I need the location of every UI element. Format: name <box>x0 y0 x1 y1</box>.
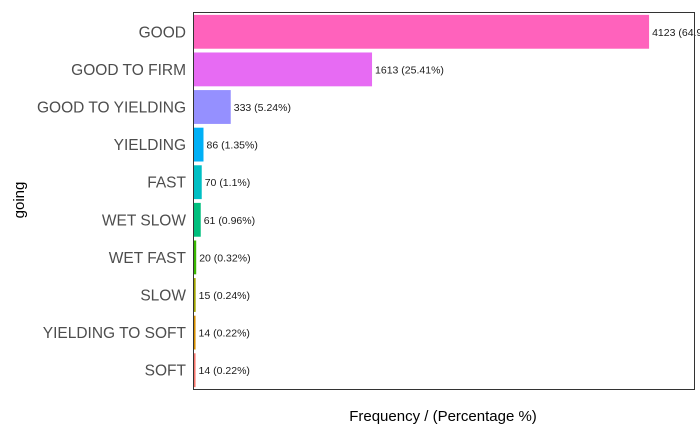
data-label: 15 (0.24%) <box>199 290 250 302</box>
category-label: WET SLOW <box>102 212 186 229</box>
bar-wet-slow <box>194 202 201 237</box>
category-label: SLOW <box>140 288 186 305</box>
bar-good-to-yielding <box>194 90 231 124</box>
bar-soft <box>194 353 196 388</box>
bar-slow <box>194 278 196 312</box>
bar-good <box>194 14 650 49</box>
category-labels: GOOD GOOD TO FIRM GOOD TO YIELDING YIELDING… <box>37 24 187 379</box>
bar-wet-fast <box>194 240 197 275</box>
x-axis-title: Frequency / (Percentage %) <box>349 408 537 425</box>
bar-fast <box>194 165 202 200</box>
category-label: FAST <box>147 175 186 192</box>
data-label: 61 (0.96%) <box>204 215 255 227</box>
data-labels: 4123 (64.94%) 1613 (25.41%) 333 (5.24%) 86 … <box>199 27 700 377</box>
data-label: 70 (1.1%) <box>205 177 251 189</box>
data-label: 20 (0.32%) <box>199 252 250 264</box>
category-label: YIELDING <box>114 137 186 154</box>
data-label: 14 (0.22%) <box>199 328 250 340</box>
category-label: GOOD TO YIELDING <box>37 100 186 117</box>
bar-good-to-firm <box>194 52 373 87</box>
category-label: YIELDING TO SOFT <box>43 325 187 342</box>
data-label: 14 (0.22%) <box>199 365 250 377</box>
bar-yielding-to-soft <box>194 315 196 350</box>
data-label: 4123 (64.94%) <box>652 27 700 39</box>
category-label: GOOD TO FIRM <box>71 62 186 79</box>
category-label: GOOD <box>139 24 186 41</box>
data-label: 1613 (25.41%) <box>375 64 444 76</box>
y-axis-title: going <box>11 182 28 219</box>
bar-yielding <box>194 127 204 162</box>
plot-panel-border <box>193 12 695 390</box>
data-label: 333 (5.24%) <box>234 102 291 114</box>
data-label: 86 (1.35%) <box>206 140 257 152</box>
bars-layer <box>194 14 650 388</box>
category-label: SOFT <box>145 363 187 380</box>
category-label: WET FAST <box>109 250 187 267</box>
